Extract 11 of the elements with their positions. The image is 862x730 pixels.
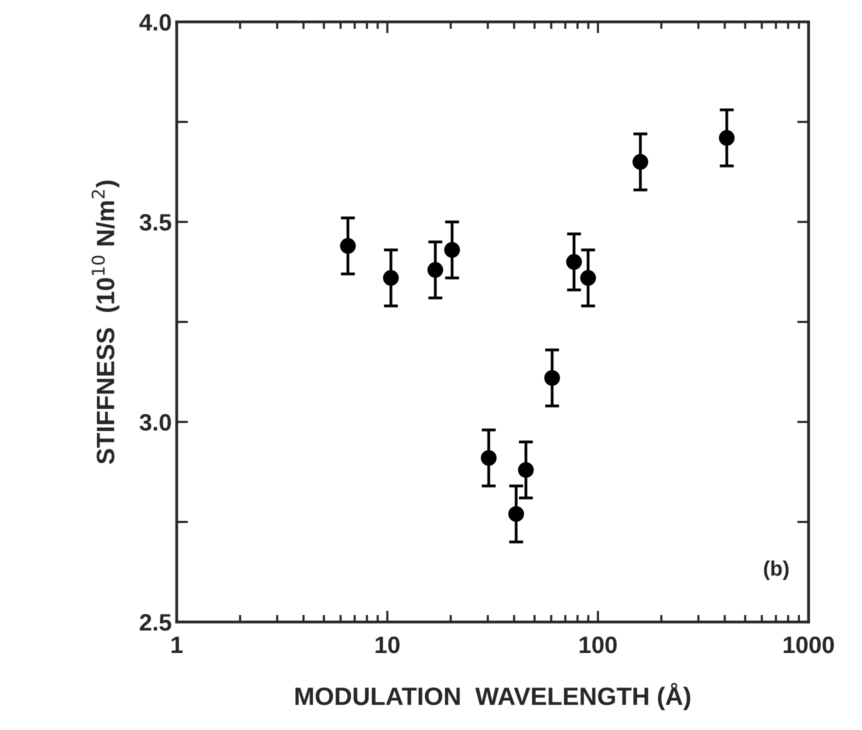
y-tick-label: 2.5 [140, 614, 172, 631]
x-tick-label: 10 [376, 636, 400, 654]
y-tick-label: 3.5 [140, 214, 172, 231]
x-tick-label: 100 [580, 636, 617, 654]
annotation: (b) [764, 560, 789, 580]
x-tick-label: 1000 [784, 636, 834, 654]
y-tick-label: 3.0 [140, 414, 171, 431]
x-axis-title: MODULATION WAVELENGTH (Å) [295, 682, 690, 710]
y-axis-title: STIFFNESS (10$^{10}$ N/m$^{2}$) [92, 180, 120, 464]
y-tick-label: 4.0 [139, 14, 171, 31]
x-tick-label: 1 [172, 636, 183, 653]
